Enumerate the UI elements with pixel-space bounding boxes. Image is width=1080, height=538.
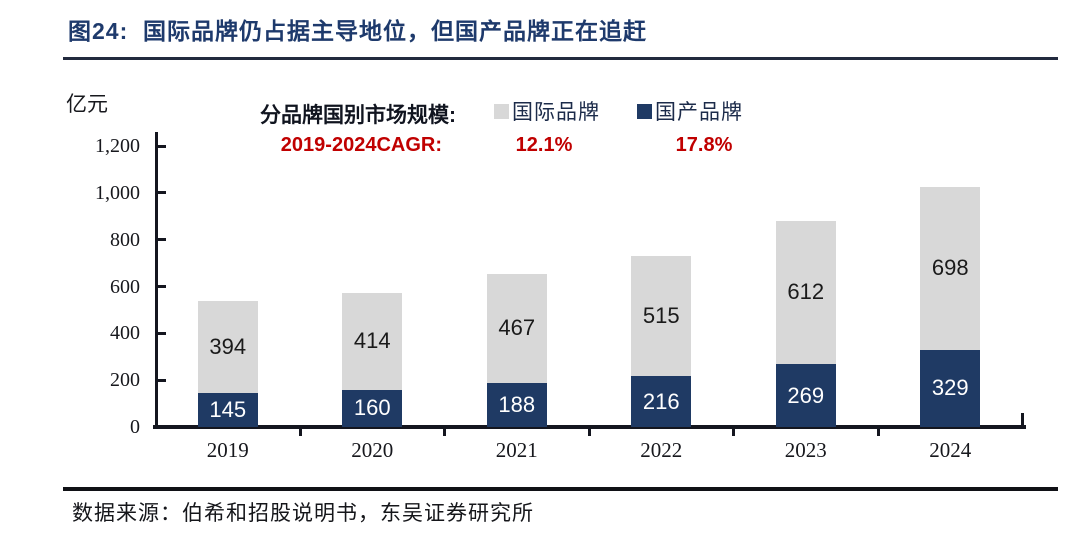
y-axis-tick-mark	[158, 191, 166, 195]
legend-label-international: 国际品牌	[512, 101, 600, 124]
bar-value-label: 188	[498, 391, 536, 417]
title-divider-rule	[63, 57, 1058, 60]
legend-swatch-international	[494, 103, 509, 119]
x-axis-category-label: 2023	[784, 438, 827, 462]
bar-value-label: 612	[787, 279, 825, 305]
y-axis-tick-label: 800	[110, 228, 140, 251]
bar-segment-国际品牌	[197, 300, 258, 394]
x-axis-tick-mark	[732, 429, 735, 436]
bar-value-label: 414	[353, 328, 391, 354]
bar-segment-国产品牌	[342, 389, 403, 427]
y-axis-tick-mark	[158, 144, 166, 148]
y-axis-line	[155, 132, 158, 429]
bar-value-label: 269	[787, 382, 825, 408]
y-axis-tick-label: 0	[130, 416, 140, 438]
bar-segment-国际品牌	[920, 186, 981, 350]
bar-value-label: 467	[498, 315, 536, 341]
x-axis-category-label: 2021	[495, 438, 538, 462]
cagr-value-international: 12.1%	[515, 134, 573, 156]
cagr-row-label: 2019-2024CAGR:	[280, 134, 442, 156]
x-axis-tick-mark	[876, 429, 880, 436]
legend-label-domestic: 国产品牌	[655, 101, 743, 124]
y-axis-tick-label: 200	[110, 369, 140, 392]
bar-value-label: 216	[642, 388, 680, 414]
y-axis-unit-label: 亿元	[66, 93, 108, 116]
bar-segment-国际品牌	[486, 273, 547, 383]
bar-segment-国际品牌	[342, 292, 403, 390]
bar-value-label: 160	[353, 395, 391, 421]
y-axis-tick-mark	[158, 238, 166, 242]
data-source-note: 数据来源：伯希和招股说明书，东吴证券研究所	[72, 502, 534, 525]
legend-prefix-label: 分品牌国别市场规模:	[260, 104, 456, 127]
legend-item-domestic: 国产品牌	[637, 99, 743, 124]
y-axis-tick-mark	[158, 285, 166, 288]
x-axis-category-label: 2020	[351, 438, 394, 462]
bar-segment-国产品牌	[197, 393, 258, 427]
cagr-value-domestic: 17.8%	[675, 134, 733, 156]
figure-title: 图24: 国际品牌仍占据主导地位，但国产品牌正在追赶	[68, 18, 648, 44]
x-axis-category-label: 2024	[929, 438, 972, 462]
x-axis-category-label: 2022	[640, 438, 683, 462]
bar-value-label: 145	[209, 397, 247, 423]
x-axis-tick-mark	[298, 429, 302, 436]
y-axis-tick-mark	[158, 331, 166, 335]
bar-segment-国产品牌	[631, 376, 692, 427]
y-axis-tick-label: 600	[110, 275, 140, 298]
legend-item-international: 国际品牌	[494, 99, 600, 124]
bar-segment-国产品牌	[920, 349, 981, 427]
bar-segment-国际品牌	[775, 220, 836, 364]
bar-segment-国产品牌	[486, 382, 547, 427]
y-axis-tick-label: 1,200	[95, 135, 140, 157]
x-axis-tick-mark	[443, 429, 446, 436]
bar-segment-国产品牌	[775, 364, 836, 427]
bar-value-label: 329	[931, 375, 969, 401]
bar-segment-国际品牌	[631, 255, 692, 377]
y-axis-tick-label: 400	[110, 322, 140, 345]
footer-divider-rule	[63, 487, 1058, 491]
y-axis-tick-mark	[158, 378, 166, 382]
bar-value-label: 394	[209, 333, 247, 359]
x-axis-line	[153, 425, 1026, 429]
legend-swatch-domestic	[637, 103, 652, 119]
y-axis-tick-label: 1,000	[95, 181, 140, 204]
bar-value-label: 515	[642, 303, 680, 329]
x-axis-end-tick	[1020, 413, 1024, 429]
x-axis-tick-mark	[587, 429, 591, 436]
x-axis-category-label: 2019	[206, 438, 249, 462]
bar-value-label: 698	[931, 255, 969, 281]
